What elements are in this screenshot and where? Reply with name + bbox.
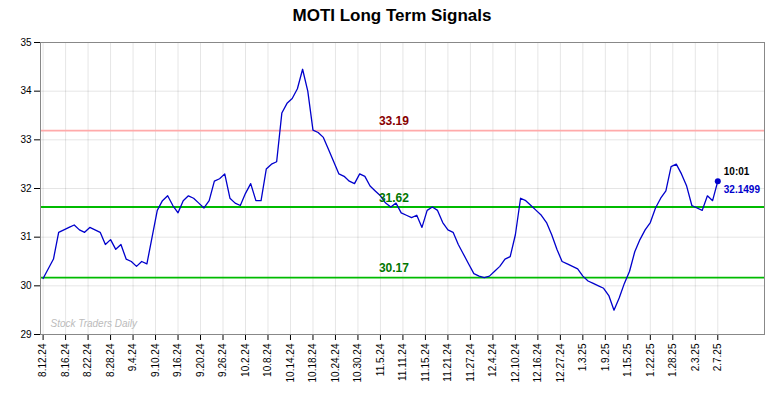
svg-text:9.10.24: 9.10.24 <box>150 343 161 377</box>
svg-text:11.15.24: 11.15.24 <box>420 343 431 382</box>
svg-text:11.11.24: 11.11.24 <box>397 343 408 381</box>
svg-text:9.16.24: 9.16.24 <box>172 343 183 377</box>
svg-text:9.4.24: 9.4.24 <box>127 343 138 371</box>
svg-text:33: 33 <box>20 134 32 145</box>
svg-text:1.22.25: 1.22.25 <box>645 343 656 377</box>
svg-text:Stock Traders Daily: Stock Traders Daily <box>51 318 139 329</box>
svg-text:12.4.24: 12.4.24 <box>487 343 498 377</box>
svg-text:10.30.24: 10.30.24 <box>352 343 363 382</box>
svg-text:8.12.24: 8.12.24 <box>37 343 48 377</box>
svg-text:1.9.25: 1.9.25 <box>600 343 611 371</box>
svg-text:33.19: 33.19 <box>379 114 409 128</box>
svg-text:30.17: 30.17 <box>379 261 409 275</box>
svg-text:10.24.24: 10.24.24 <box>330 343 341 382</box>
svg-text:9.20.24: 9.20.24 <box>195 343 206 377</box>
svg-text:10:01: 10:01 <box>724 166 750 177</box>
svg-text:2.3.25: 2.3.25 <box>690 343 701 371</box>
svg-text:8.28.24: 8.28.24 <box>105 343 116 377</box>
svg-text:35: 35 <box>20 37 32 48</box>
svg-text:32: 32 <box>20 183 32 194</box>
svg-text:10.18.24: 10.18.24 <box>307 343 318 382</box>
svg-text:34: 34 <box>20 85 32 96</box>
svg-text:1.28.25: 1.28.25 <box>667 343 678 377</box>
svg-text:11.5.24: 11.5.24 <box>375 343 386 376</box>
svg-text:2.7.25: 2.7.25 <box>712 343 723 371</box>
svg-text:31: 31 <box>20 231 32 242</box>
svg-text:32.1499: 32.1499 <box>724 184 761 195</box>
svg-text:9.26.24: 9.26.24 <box>217 343 228 377</box>
svg-text:8.16.24: 8.16.24 <box>60 343 71 377</box>
svg-text:12.27.24: 12.27.24 <box>555 343 566 382</box>
svg-text:10.14.24: 10.14.24 <box>285 343 296 382</box>
svg-text:30: 30 <box>20 280 32 291</box>
svg-text:12.16.24: 12.16.24 <box>532 343 543 382</box>
svg-text:1.3.25: 1.3.25 <box>577 343 588 371</box>
svg-text:10.8.24: 10.8.24 <box>262 343 273 377</box>
html-text:MOTI Long Term Signals: MOTI Long Term Signals <box>292 6 492 25</box>
svg-text:11.21.24: 11.21.24 <box>442 343 453 382</box>
svg-text:31.62: 31.62 <box>379 191 409 205</box>
svg-text:8.22.24: 8.22.24 <box>82 343 93 377</box>
svg-text:11.27.24: 11.27.24 <box>465 343 476 382</box>
svg-text:1.15.25: 1.15.25 <box>622 343 633 377</box>
svg-text:12.10.24: 12.10.24 <box>510 343 521 382</box>
svg-text:10.2.24: 10.2.24 <box>240 343 251 377</box>
svg-text:29: 29 <box>20 329 32 340</box>
